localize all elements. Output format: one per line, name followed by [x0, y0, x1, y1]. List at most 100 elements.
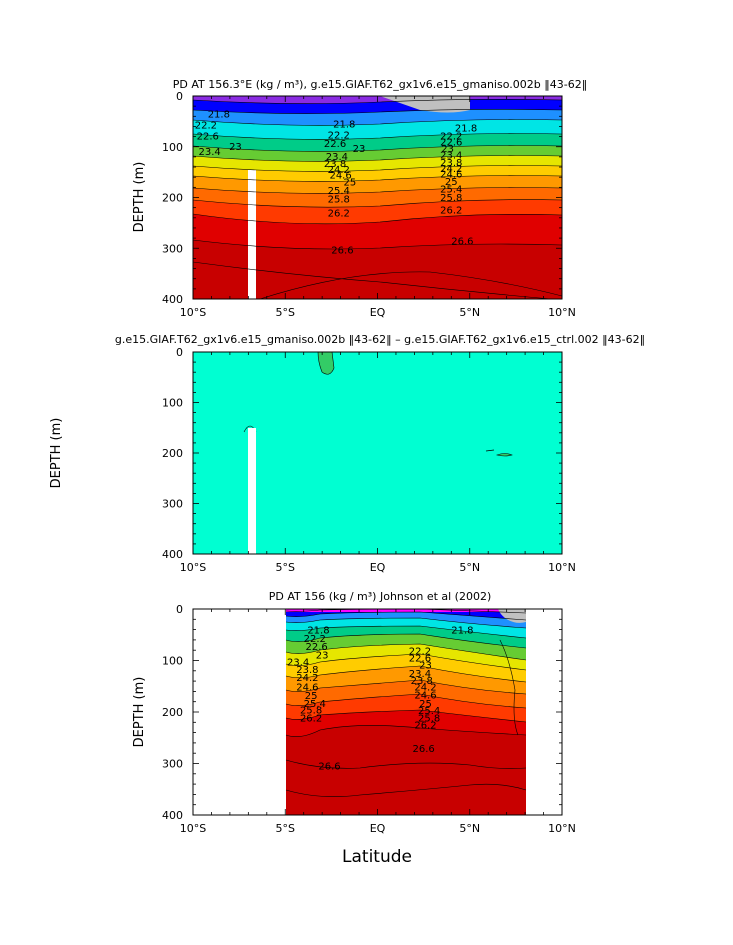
contour-label: 23.8 [411, 676, 433, 687]
x-tick-label: 5°S [276, 822, 295, 835]
contour-label: 25.4 [418, 706, 440, 717]
contour-label: 26.2 [414, 720, 436, 731]
x-tick-label: 5°S [276, 561, 295, 574]
x-tick-label: 5°S [276, 306, 295, 319]
y-tick-label: 200 [162, 447, 183, 460]
contour-label: 23 [316, 650, 329, 661]
panel2-title: g.e15.GIAF.T62_gx1v6.e15_gmaniso.002b ‖4… [115, 333, 645, 346]
y-tick-label: 300 [162, 758, 183, 771]
contour-label: 24.6 [296, 682, 318, 693]
contour-label: 22.6 [324, 139, 346, 150]
panel1-title: PD AT 156.3°E (kg / m³), g.e15.GIAF.T62_… [173, 78, 587, 91]
y-tick-label: 400 [162, 809, 183, 822]
contour-label: 23.8 [324, 159, 346, 170]
contour-label: 21.8 [451, 626, 473, 637]
x-tick-label: 10°S [180, 561, 206, 574]
x-tick-label: 10°S [180, 822, 206, 835]
contour-label: 24.2 [414, 682, 436, 693]
y-tick-label: 100 [162, 141, 183, 154]
contour-label: 22.2 [195, 120, 217, 131]
contour-label: 25.4 [440, 184, 462, 195]
y-tick-label: 0 [176, 90, 183, 103]
contour-label: 23 [419, 661, 432, 672]
panel1-axes: 10°S 5°S EQ 5°N 10°N 0 100 200 300 400 [162, 90, 576, 319]
panel2-ylabel: DEPTH (m) [49, 418, 64, 489]
y-tick-label: 200 [162, 192, 183, 205]
contour-label: 25.8 [440, 193, 462, 204]
contour-label: 24.6 [440, 170, 462, 181]
panel1-contour-lines [193, 99, 562, 299]
contour-label: 23.4 [440, 150, 462, 161]
contour-label: 25 [445, 177, 458, 188]
panel3-ylabel: DEPTH (m) [132, 677, 147, 748]
contour-label: 23.4 [287, 658, 309, 669]
panel3-data-region: 21.822.222.62323.423.824.224.62525.425.8… [285, 609, 527, 815]
panel2-axes: 10°S 5°S EQ 5°N 10°N 0 100 200 300 400 [162, 346, 576, 574]
x-tick-label: 5°N [459, 306, 480, 319]
y-tick-label: 0 [176, 346, 183, 359]
x-tick-label: EQ [370, 822, 386, 835]
contour-label: 26.6 [318, 762, 340, 773]
panel2-contour-mid [485, 449, 495, 452]
contour-label: 22.2 [409, 646, 431, 657]
panel1-ylabel: DEPTH (m) [132, 162, 147, 233]
y-tick-label: 100 [162, 397, 183, 410]
contour-label: 26.6 [451, 237, 473, 248]
y-tick-label: 400 [162, 548, 183, 561]
y-tick-label: 300 [162, 242, 183, 255]
contour-label: 23 [441, 144, 454, 155]
panel3-surface-strip [286, 609, 526, 612]
contour-label: 22.6 [440, 138, 462, 149]
x-tick-label: 5°N [459, 822, 480, 835]
y-tick-label: 200 [162, 706, 183, 719]
contour-label: 22.2 [328, 131, 350, 142]
contour-label: 26.2 [300, 713, 322, 724]
x-tick-label: 10°N [548, 306, 576, 319]
contour-label: 22.2 [304, 634, 326, 645]
panel3-axes: 10°S 5°S EQ 5°N 10°N 0 100 200 300 400 [162, 603, 576, 835]
x-tick-label: 5°N [459, 561, 480, 574]
panel2-plot-area [193, 352, 562, 554]
x-tick-label: EQ [370, 561, 386, 574]
panel3-title: PD AT 156 (kg / m³) Johnson et al (2002) [269, 590, 492, 603]
y-tick-label: 400 [162, 293, 183, 306]
panel3-contour-labels: 21.822.222.62323.423.824.224.62525.425.8… [287, 626, 473, 773]
contour-label: 26.2 [328, 208, 350, 219]
contour-label: 23 [353, 144, 366, 155]
panel3-xlabel: Latitude [342, 847, 412, 867]
contour-label: 25 [343, 177, 356, 188]
contour-label: 25 [305, 691, 318, 702]
panel3-contour-lines [285, 609, 527, 797]
x-tick-label: EQ [370, 306, 386, 319]
contour-label: 24.2 [296, 673, 318, 684]
contour-label: 25.8 [418, 713, 440, 724]
panel-observed-density: PD AT 156 (kg / m³) Johnson et al (2002) [132, 590, 576, 867]
contour-label: 25.8 [300, 706, 322, 717]
panel3-plot-area: 21.822.222.62323.423.824.224.62525.425.8… [193, 609, 562, 815]
x-tick-label: 10°S [180, 306, 206, 319]
contour-label: 23 [229, 142, 242, 153]
contour-label: 25.8 [328, 195, 350, 206]
contour-label: 21.8 [307, 626, 329, 637]
contour-label: 25.4 [328, 186, 350, 197]
x-tick-label: 10°N [548, 822, 576, 835]
contour-label: 23.8 [440, 158, 462, 169]
panel-difference: g.e15.GIAF.T62_gx1v6.e15_gmaniso.002b ‖4… [49, 333, 645, 574]
contour-label: 22.6 [197, 132, 219, 143]
panel1-missing-column [248, 170, 256, 299]
contour-label: 25.4 [304, 699, 326, 710]
y-tick-label: 300 [162, 498, 183, 511]
contour-label: 25 [419, 699, 432, 710]
contour-label: 24.6 [414, 691, 436, 702]
contour-label: 21.8 [333, 119, 355, 130]
contour-label: 23.4 [409, 669, 431, 680]
contour-label: 24.6 [329, 171, 351, 182]
contour-label: 23.4 [326, 152, 348, 163]
panel-model-density: PD AT 156.3°E (kg / m³), g.e15.GIAF.T62_… [132, 78, 587, 319]
contour-label: 26.2 [440, 206, 462, 217]
contour-label: 22.2 [440, 132, 462, 143]
contour-label: 21.8 [455, 124, 477, 135]
contour-label: 24.2 [328, 165, 350, 176]
contour-label: 22.6 [305, 642, 327, 653]
